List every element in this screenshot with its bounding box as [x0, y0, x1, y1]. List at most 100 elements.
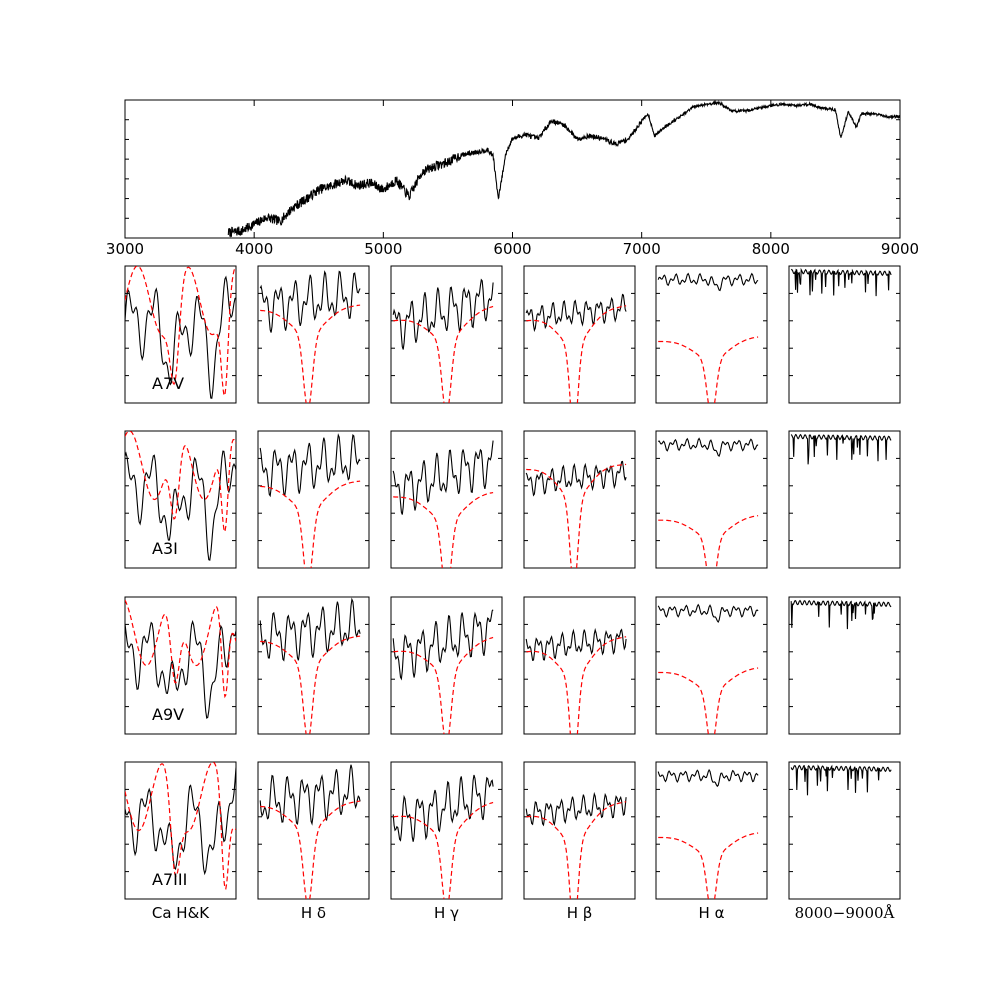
panel-frame [788, 265, 901, 404]
panel-dashed-line [526, 801, 627, 899]
panel-frame [523, 761, 636, 900]
panel-a7v-col-2 [257, 265, 370, 404]
panel-solid-line [125, 275, 236, 399]
grid-panels: A7V A3I A9V A7III [124, 265, 901, 900]
panel-solid-line [790, 599, 892, 630]
panel-solid-line [657, 272, 759, 292]
panel-dashed-line [260, 480, 361, 568]
panel-solid-line [392, 774, 494, 842]
panel-frame [124, 265, 237, 404]
panel-solid-line [525, 293, 627, 333]
panel-a7v-col-5 [655, 265, 768, 404]
overview-frame [124, 99, 901, 239]
panel-dashed-line [393, 305, 494, 403]
panel-dashed-line [260, 800, 361, 899]
panel-a3i-col-6 [788, 430, 901, 569]
panel-frame [655, 761, 768, 900]
panel-dashed-line [658, 515, 759, 568]
panel-solid-line [790, 433, 892, 465]
panel-solid-line [259, 764, 361, 826]
panel-dashed-line [393, 801, 494, 899]
panel-a9v-col-6 [788, 596, 901, 735]
panel-solid-line [125, 767, 236, 876]
overview-x-tick-label: 8000 [752, 240, 790, 258]
panel-dashed-line [526, 463, 627, 568]
row-label: A3I [152, 539, 178, 558]
panel-a7iii-col-2 [257, 761, 370, 900]
column-label: H β [567, 904, 593, 922]
panel-a7iii-col-6 [788, 761, 901, 900]
panel-solid-line [259, 270, 361, 333]
panel-solid-line [525, 627, 627, 661]
panel-dashed-line [125, 762, 236, 890]
panel-a9v-col-1: A9V [124, 596, 237, 735]
panel-dashed-line [658, 667, 759, 734]
column-label: H α [699, 904, 725, 922]
panel-solid-line [392, 609, 494, 681]
panel-a9v-col-5 [655, 596, 768, 735]
panel-dashed-line [125, 599, 236, 699]
panel-solid-line [125, 619, 236, 719]
panel-dashed-line [125, 266, 236, 397]
panel-a3i-col-3 [390, 430, 503, 569]
panel-a7iii-col-1: A7III [124, 761, 237, 900]
column-labels: Ca H&K H δ H γ H β H α 8000−9000Å [152, 904, 895, 922]
panel-frame [124, 430, 237, 569]
panel-a7v-col-4 [523, 265, 636, 404]
panel-a7v-col-1: A7V [124, 265, 237, 404]
panel-a9v-col-4 [523, 596, 636, 735]
panel-frame [523, 265, 636, 404]
row-label: A7V [152, 374, 184, 393]
panel-dashed-line [658, 336, 759, 403]
panel-solid-line [392, 278, 494, 350]
panel-frame [124, 596, 237, 735]
panel-frame [257, 596, 370, 735]
overview-panel: 3000 4000 5000 6000 7000 8000 9000 [106, 99, 919, 258]
column-label: H γ [434, 904, 459, 922]
panel-solid-line [657, 437, 759, 457]
column-label: Ca H&K [152, 904, 210, 922]
panel-dashed-line [125, 431, 236, 534]
panel-frame [523, 430, 636, 569]
overview-x-tick-label: 3000 [106, 240, 144, 258]
panel-frame [257, 265, 370, 404]
overview-spectrum-line [227, 99, 901, 238]
panel-frame [390, 761, 503, 900]
panel-solid-line [790, 764, 892, 796]
panel-frame [257, 761, 370, 900]
panel-a3i-col-5 [655, 430, 768, 569]
panel-a3i-col-4 [523, 430, 636, 569]
panel-dashed-line [260, 635, 361, 734]
panel-a7iii-col-4 [523, 761, 636, 900]
panel-frame [523, 596, 636, 735]
panel-solid-line [392, 440, 494, 515]
panel-frame [788, 430, 901, 569]
panel-dashed-line [393, 492, 494, 568]
panel-solid-line [525, 791, 627, 827]
panel-frame [788, 596, 901, 735]
panel-frame [390, 596, 503, 735]
overview-x-tick-label: 4000 [235, 240, 273, 258]
column-label: 8000−9000Å [795, 904, 895, 922]
panel-frame [124, 761, 237, 900]
row-label: A9V [152, 705, 184, 724]
panel-solid-line [259, 597, 361, 662]
overview-x-tick-label: 7000 [623, 240, 661, 258]
panel-solid-line [657, 603, 759, 624]
panel-frame [788, 761, 901, 900]
panel-frame [655, 596, 768, 735]
panel-solid-line [790, 267, 892, 297]
panel-dashed-line [526, 636, 627, 734]
panel-solid-line [525, 460, 627, 497]
column-label: H δ [301, 904, 326, 922]
panel-dashed-line [526, 305, 627, 403]
panel-a3i-col-1: A3I [124, 430, 237, 569]
panel-a9v-col-2 [257, 596, 370, 735]
panel-a7v-col-3 [390, 265, 503, 404]
panel-solid-line [657, 768, 759, 788]
panel-a7v-col-6 [788, 265, 901, 404]
panel-dashed-line [260, 304, 361, 403]
row-label: A7III [152, 870, 187, 889]
